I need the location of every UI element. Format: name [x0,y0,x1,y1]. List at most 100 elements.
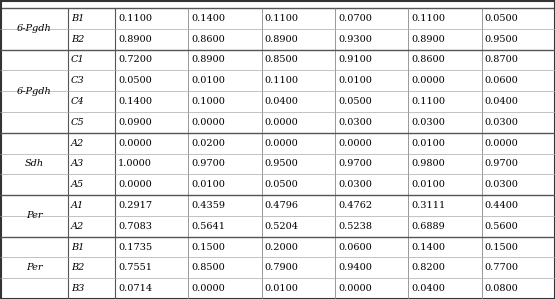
Text: Per: Per [26,263,42,272]
Text: 0.8600: 0.8600 [191,35,225,44]
Text: 0.9400: 0.9400 [338,263,372,272]
Text: 0.5204: 0.5204 [265,222,299,231]
Text: 0.1100: 0.1100 [118,14,152,23]
Text: 0.0300: 0.0300 [485,118,518,127]
Text: A2: A2 [71,139,84,148]
Text: A5: A5 [71,180,84,189]
Text: 0.1100: 0.1100 [411,14,445,23]
Text: C1: C1 [71,55,85,65]
Text: 0.0400: 0.0400 [265,97,299,106]
Text: 0.0100: 0.0100 [191,76,225,85]
Text: 0.5600: 0.5600 [485,222,518,231]
Text: 0.1400: 0.1400 [411,242,445,251]
Text: 0.9700: 0.9700 [485,159,518,168]
Text: 0.1100: 0.1100 [411,97,445,106]
Text: Sdh: Sdh [24,159,43,168]
Text: 0.0300: 0.0300 [411,118,445,127]
Text: 0.0500: 0.0500 [265,180,299,189]
Text: B2: B2 [71,263,84,272]
Text: A2: A2 [71,222,84,231]
Text: B1: B1 [71,14,84,23]
Text: 0.0000: 0.0000 [411,76,445,85]
Text: 0.8900: 0.8900 [265,35,299,44]
Text: 0.6889: 0.6889 [411,222,445,231]
Text: 0.0300: 0.0300 [338,118,372,127]
Text: 0.7700: 0.7700 [485,263,519,272]
Text: 0.0714: 0.0714 [118,284,152,293]
Text: 0.0000: 0.0000 [338,284,372,293]
Text: 0.8600: 0.8600 [411,55,445,65]
Text: A1: A1 [71,201,84,210]
Text: 0.1400: 0.1400 [191,14,225,23]
Text: 0.1100: 0.1100 [265,14,299,23]
Text: 0.0100: 0.0100 [191,180,225,189]
Text: 0.9500: 0.9500 [265,159,299,168]
Text: 0.7200: 0.7200 [118,55,152,65]
Text: 0.5641: 0.5641 [191,222,225,231]
Text: 0.5238: 0.5238 [338,222,372,231]
Text: 0.1100: 0.1100 [265,76,299,85]
Text: 0.1500: 0.1500 [191,242,225,251]
Text: 0.0800: 0.0800 [485,284,518,293]
Text: 0.0600: 0.0600 [338,242,372,251]
Text: 0.8500: 0.8500 [191,263,225,272]
Text: 0.0500: 0.0500 [485,14,518,23]
Text: 0.4359: 0.4359 [191,201,225,210]
Text: 0.0300: 0.0300 [338,180,372,189]
Text: 0.0900: 0.0900 [118,118,152,127]
Text: 0.0000: 0.0000 [265,139,299,148]
Text: 0.9800: 0.9800 [411,159,445,168]
Text: 0.0000: 0.0000 [118,180,152,189]
Text: 0.8500: 0.8500 [265,55,299,65]
Text: 0.0400: 0.0400 [485,97,518,106]
Text: C4: C4 [71,97,85,106]
Text: 0.0000: 0.0000 [265,118,299,127]
Text: 0.4796: 0.4796 [265,201,299,210]
Text: 0.7900: 0.7900 [265,263,299,272]
Text: 0.8200: 0.8200 [411,263,445,272]
Text: 0.1000: 0.1000 [191,97,225,106]
Text: 0.1400: 0.1400 [118,97,152,106]
Text: 0.7083: 0.7083 [118,222,152,231]
Text: 0.2917: 0.2917 [118,201,152,210]
Text: 0.1500: 0.1500 [485,242,518,251]
Text: C3: C3 [71,76,85,85]
Text: 0.9700: 0.9700 [191,159,225,168]
Text: 0.9500: 0.9500 [485,35,518,44]
Text: 1.0000: 1.0000 [118,159,152,168]
Text: B3: B3 [71,284,84,293]
Text: 0.0300: 0.0300 [485,180,518,189]
Text: 0.8900: 0.8900 [191,55,225,65]
Text: 0.0000: 0.0000 [118,139,152,148]
Text: 6-Pgdh: 6-Pgdh [17,87,52,96]
Text: 0.0100: 0.0100 [411,139,445,148]
Text: 0.1735: 0.1735 [118,242,152,251]
Text: 0.0000: 0.0000 [485,139,518,148]
Text: 0.4762: 0.4762 [338,201,372,210]
Text: 0.0100: 0.0100 [338,76,372,85]
Text: 0.0200: 0.0200 [191,139,225,148]
Text: 0.0400: 0.0400 [411,284,445,293]
Text: 0.0100: 0.0100 [265,284,299,293]
Text: 0.0500: 0.0500 [118,76,152,85]
Text: A3: A3 [71,159,84,168]
Text: 0.9100: 0.9100 [338,55,372,65]
Text: 0.9300: 0.9300 [338,35,372,44]
Text: B2: B2 [71,35,84,44]
Text: 0.0500: 0.0500 [338,97,372,106]
Text: B1: B1 [71,242,84,251]
Text: C5: C5 [71,118,85,127]
Text: 0.9700: 0.9700 [338,159,372,168]
Text: 0.7551: 0.7551 [118,263,152,272]
Text: Per: Per [26,211,42,220]
Text: 0.0000: 0.0000 [191,284,225,293]
Text: 0.0600: 0.0600 [485,76,518,85]
Text: 0.3111: 0.3111 [411,201,446,210]
Text: 0.0000: 0.0000 [338,139,372,148]
Text: 0.8900: 0.8900 [118,35,152,44]
Text: 0.0700: 0.0700 [338,14,372,23]
Text: 0.8700: 0.8700 [485,55,518,65]
Text: 0.0100: 0.0100 [411,180,445,189]
Text: 0.0000: 0.0000 [191,118,225,127]
Text: 0.4400: 0.4400 [485,201,519,210]
